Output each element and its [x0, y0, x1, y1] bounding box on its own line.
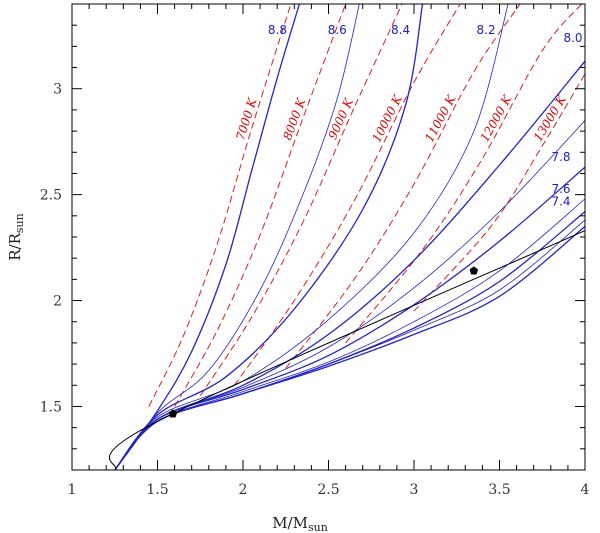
y-tick-label: 1.5: [40, 399, 62, 415]
temp-line-6: [413, 73, 585, 312]
labels: 1 1.5 2 2.5 3 3.5 4 1.5 2 2.5 3 M/Msun R/Rsun 7000 K 8…: [6, 23, 590, 533]
x-tick-label: 4: [581, 482, 590, 498]
temp-line-2: [199, 4, 403, 397]
logg-line-8.0: [114, 60, 585, 470]
temp-label: 11000 K: [422, 92, 459, 144]
y-tick-label: 2.5: [40, 188, 62, 204]
temp-line-1: [174, 4, 347, 407]
temp-line-4: [285, 4, 521, 369]
temp-label: 9000 K: [326, 95, 357, 141]
x-tick-label: 3: [410, 482, 419, 498]
logg-label: 7.8: [551, 150, 570, 164]
temperature-lines: [148, 4, 585, 407]
plot-border: [71, 3, 586, 471]
logg-line-7.8: [114, 166, 585, 470]
y-axis-label: R/Rsun: [6, 213, 26, 260]
logg-label: 8.2: [477, 23, 496, 37]
logg-line-7.2: [114, 225, 585, 470]
x-tick-label: 3.5: [488, 482, 510, 498]
x-tick-label: 2.5: [317, 482, 339, 498]
logg-line-7.4: [114, 211, 585, 470]
zams-line: [108, 230, 585, 470]
logg-label: 8.4: [391, 23, 410, 37]
logg-line-7.9: [114, 120, 585, 470]
x-tick-label: 1.5: [146, 482, 168, 498]
x-tick-label: 1: [68, 482, 77, 498]
logg-label: 8.8: [268, 23, 287, 37]
logg-series-lines: [108, 4, 585, 470]
data-point-0: [168, 409, 178, 418]
logg-label: 7.4: [551, 195, 570, 209]
plot-frame: [71, 3, 586, 471]
logg-line-8.4: [114, 4, 424, 470]
logg-label: 8.6: [328, 23, 347, 37]
data-point-1: [469, 266, 479, 275]
temp-label: 8000 K: [280, 95, 308, 141]
temp-line-3: [233, 4, 461, 386]
temp-line-0: [148, 4, 292, 407]
temp-label: 7000 K: [233, 96, 260, 143]
logg-line-8.6: [114, 4, 360, 470]
logg-label: 7.6: [551, 182, 570, 196]
x-axis-label: M/Msun: [272, 514, 328, 533]
y-tick-label: 3: [53, 82, 62, 98]
temp-label: 12000 K: [478, 92, 515, 144]
temp-label: 13000 K: [531, 92, 570, 144]
temp-label: 10000 K: [369, 92, 405, 145]
y-tick-label: 2: [53, 294, 62, 310]
x-tick-label: 2: [239, 482, 248, 498]
logg-line-8.8: [114, 4, 301, 470]
logg-label: 8.0: [563, 31, 582, 45]
logg-line-8.2: [114, 4, 509, 470]
